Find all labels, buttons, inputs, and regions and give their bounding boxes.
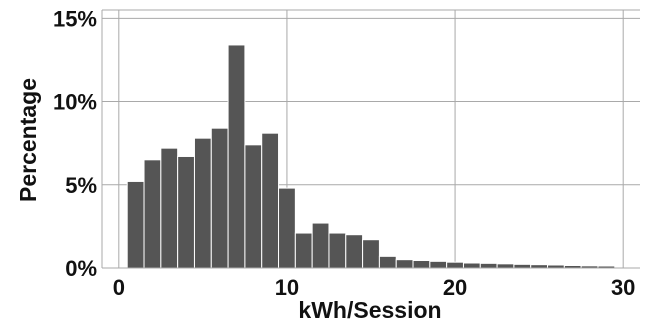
histogram-bar-15 xyxy=(378,255,397,269)
x-tick-label-0: 0 xyxy=(113,275,125,300)
histogram-bar-1 xyxy=(143,159,162,269)
histogram-bar-17 xyxy=(412,260,431,269)
histogram-bar-10 xyxy=(294,232,313,269)
histogram-bar-11 xyxy=(311,222,330,269)
plot-frame xyxy=(101,9,640,269)
bars xyxy=(126,44,616,269)
histogram-bar-5 xyxy=(210,127,229,269)
x-axis-ticks: 0 10 20 30 xyxy=(113,275,636,300)
y-tick-label-2: 10% xyxy=(53,90,97,115)
histogram-bar-18 xyxy=(429,260,448,269)
histogram-bar-21 xyxy=(479,262,498,269)
histogram-bar-7 xyxy=(244,144,263,269)
histogram-bar-19 xyxy=(446,261,464,269)
histogram-bar-8 xyxy=(261,132,280,269)
histogram-bar-4 xyxy=(193,137,212,269)
x-axis-title: kWh/Session xyxy=(298,297,441,322)
x-tick-label-2: 20 xyxy=(443,275,467,300)
histogram-bar-12 xyxy=(328,232,347,269)
histogram-bar-6 xyxy=(227,44,246,269)
y-axis-ticks: 0% 5% 10% 15% xyxy=(53,6,97,281)
x-tick-label-1: 10 xyxy=(275,275,299,300)
histogram-bar-23 xyxy=(513,263,532,269)
histogram-bar-0 xyxy=(126,180,145,269)
histogram-bar-14 xyxy=(362,239,380,269)
y-tick-label-3: 15% xyxy=(53,6,97,31)
histogram-bar-9 xyxy=(278,187,296,269)
y-tick-label-0: 0% xyxy=(65,256,97,281)
histogram-bar-22 xyxy=(496,263,515,269)
y-tick-label-1: 5% xyxy=(65,173,97,198)
y-axis-title: Percentage xyxy=(15,78,41,202)
histogram-bar-16 xyxy=(395,259,414,269)
histogram-bar-2 xyxy=(160,147,179,269)
histogram-bar-13 xyxy=(345,234,364,269)
histogram-bar-3 xyxy=(177,155,195,269)
histogram-bar-20 xyxy=(462,262,481,269)
x-tick-label-3: 30 xyxy=(611,275,635,300)
